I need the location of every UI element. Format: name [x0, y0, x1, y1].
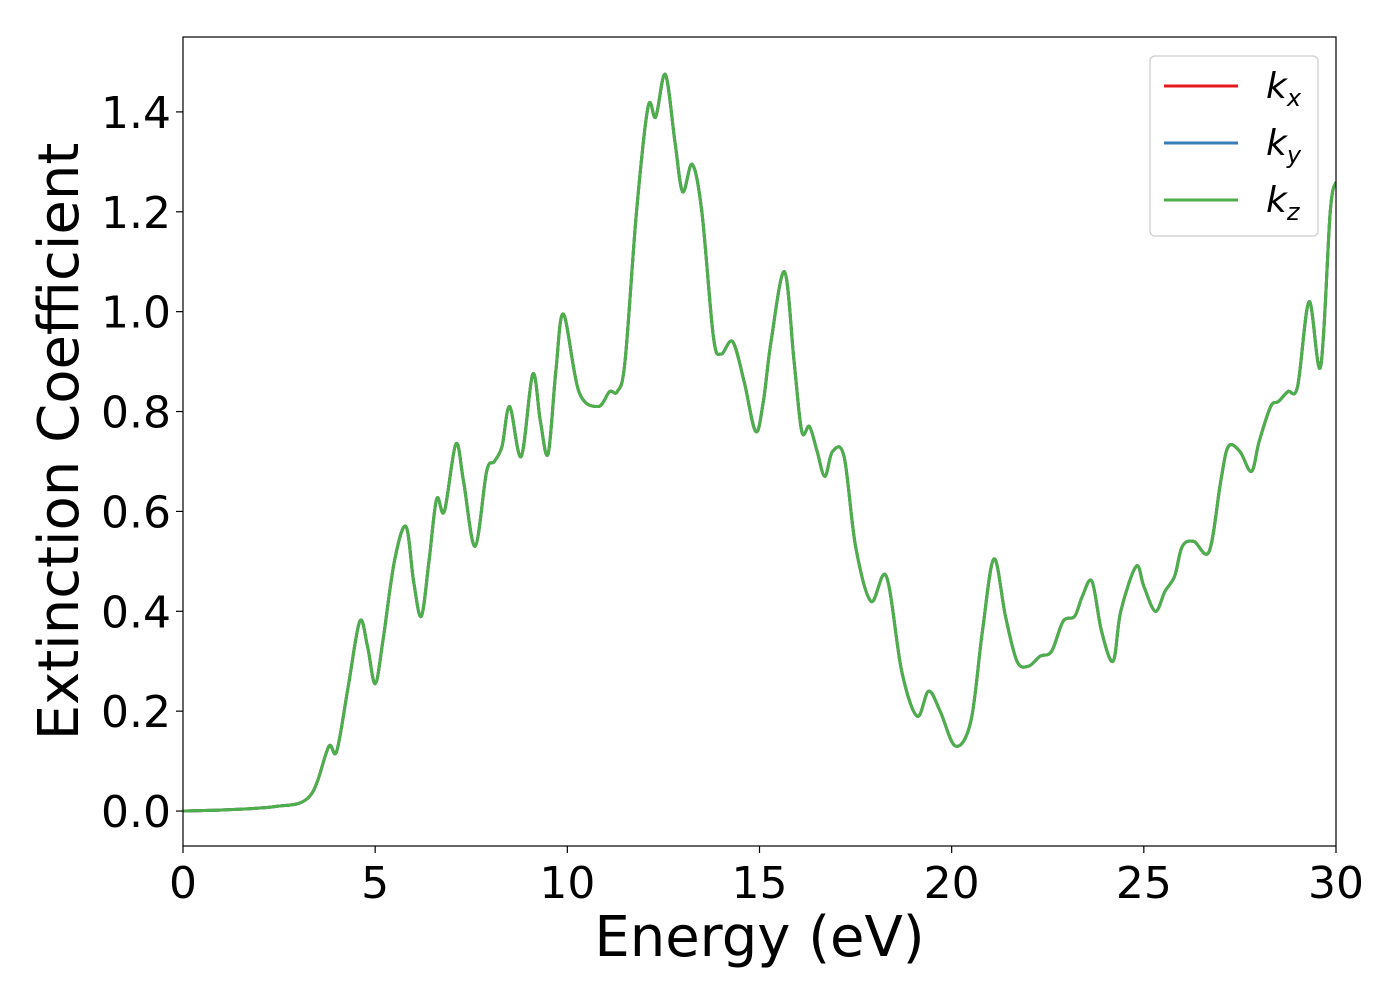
- x-tick-label: 5: [361, 858, 389, 909]
- series-layer: [183, 72, 1336, 813]
- legend-label-k-x: kx: [1266, 66, 1302, 112]
- y-tick-label: 0.8: [101, 388, 171, 439]
- x-tick-label: 0: [169, 858, 197, 909]
- y-axis-title: Extinction Coefficient: [27, 143, 92, 741]
- y-tick-label: 0.2: [101, 687, 171, 738]
- y-tick-label: 0.4: [101, 587, 171, 638]
- y-tick-label: 0.6: [101, 487, 171, 538]
- x-tick-label: 30: [1308, 858, 1364, 909]
- legend: kx ky kz: [1149, 55, 1319, 237]
- x-tick-label: 25: [1116, 858, 1172, 909]
- y-tick-label: 1.2: [101, 188, 171, 239]
- x-axis-ticks: 0 5 10 15 20 25 30: [169, 846, 1364, 909]
- y-tick-label: 1.4: [101, 88, 171, 139]
- x-tick-label: 15: [732, 858, 788, 909]
- y-axis-ticks: 0.0 0.2 0.4 0.6 0.8 1.0 1.2 1.4: [101, 88, 183, 838]
- series-line-k-z: [183, 72, 1336, 813]
- x-tick-label: 10: [539, 858, 595, 909]
- legend-label-k-y: ky: [1266, 123, 1302, 169]
- legend-box: [1149, 55, 1319, 237]
- x-tick-label: 20: [924, 858, 980, 909]
- y-tick-label: 0.0: [101, 787, 171, 838]
- legend-label-k-z: kz: [1266, 180, 1301, 226]
- x-axis-title: Energy (eV): [594, 905, 924, 970]
- y-tick-label: 1.0: [101, 288, 171, 339]
